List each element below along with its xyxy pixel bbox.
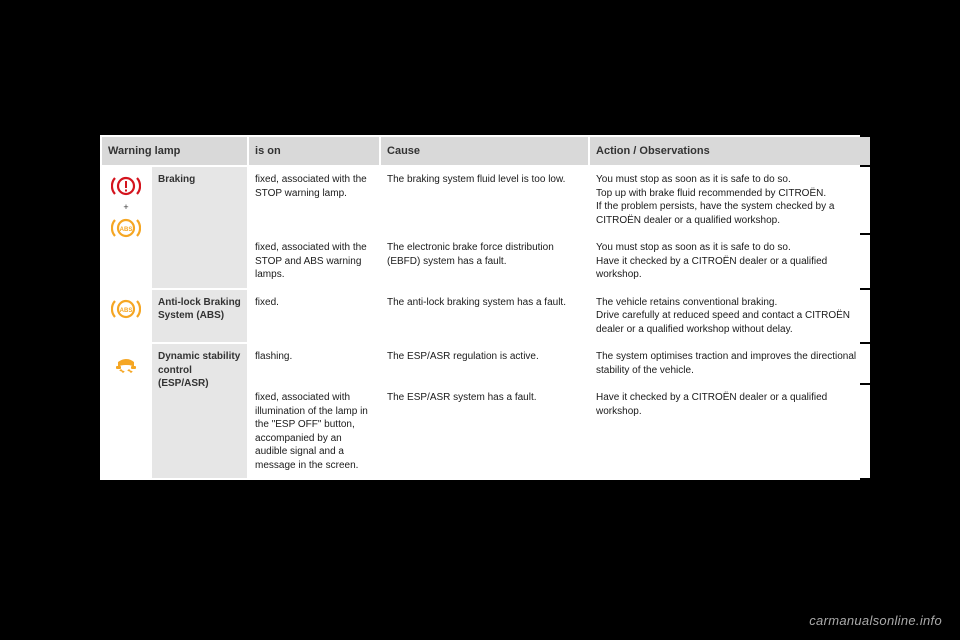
plus-symbol: + <box>108 201 144 213</box>
esp-action-1: The system optimises traction and improv… <box>590 344 870 383</box>
abs-ison: fixed. <box>249 290 379 343</box>
abs-name: Anti-lock Braking System (ABS) <box>152 290 247 343</box>
header-warning-lamp: Warning lamp <box>102 137 247 165</box>
esp-name: Dynamic stability control (ESP/ASR) <box>152 344 247 478</box>
braking-name: Braking <box>152 167 247 288</box>
braking-ison-1: fixed, associated with the STOP warning … <box>249 167 379 233</box>
watermark-text: carmanualsonline.info <box>809 613 942 628</box>
braking-cause-2: The electronic brake force distribution … <box>381 235 588 288</box>
abs-action: The vehicle retains conventional braking… <box>590 290 870 343</box>
abs-warning-icon: ABS <box>111 298 141 320</box>
esp-cause-1: The ESP/ASR regulation is active. <box>381 344 588 383</box>
header-cause: Cause <box>381 137 588 165</box>
braking-icon-cell: + ABS <box>102 167 150 288</box>
warning-lamp-table: Warning lamp is on Cause Action / Observ… <box>100 135 872 480</box>
brake-warning-icon <box>111 175 141 197</box>
esp-cause-2: The ESP/ASR system has a fault. <box>381 385 588 478</box>
header-action: Action / Observations <box>590 137 870 165</box>
table-row: Dynamic stability control (ESP/ASR) flas… <box>102 344 870 383</box>
esp-ison-1: flashing. <box>249 344 379 383</box>
svg-text:ABS: ABS <box>120 308 133 314</box>
table-header-row: Warning lamp is on Cause Action / Observ… <box>102 137 870 165</box>
braking-action-1: You must stop as soon as it is safe to d… <box>590 167 870 233</box>
abs-warning-icon: ABS <box>111 217 141 239</box>
esp-icon-cell <box>102 344 150 478</box>
svg-text:ABS: ABS <box>120 227 133 233</box>
table-row: + ABS Braking fixed, associated with the… <box>102 167 870 233</box>
warning-lamp-table-page: Warning lamp is on Cause Action / Observ… <box>100 135 860 480</box>
braking-ison-2: fixed, associated with the STOP and ABS … <box>249 235 379 288</box>
braking-action-2: You must stop as soon as it is safe to d… <box>590 235 870 288</box>
table-row: ABS Anti-lock Braking System (ABS) fixed… <box>102 290 870 343</box>
abs-icon-cell: ABS <box>102 290 150 343</box>
esp-warning-icon <box>110 352 142 378</box>
braking-cause-1: The braking system fluid level is too lo… <box>381 167 588 233</box>
esp-action-2: Have it checked by a CITROËN dealer or a… <box>590 385 870 478</box>
esp-ison-2: fixed, associated with illumination of t… <box>249 385 379 478</box>
abs-cause: The anti-lock braking system has a fault… <box>381 290 588 343</box>
header-is-on: is on <box>249 137 379 165</box>
